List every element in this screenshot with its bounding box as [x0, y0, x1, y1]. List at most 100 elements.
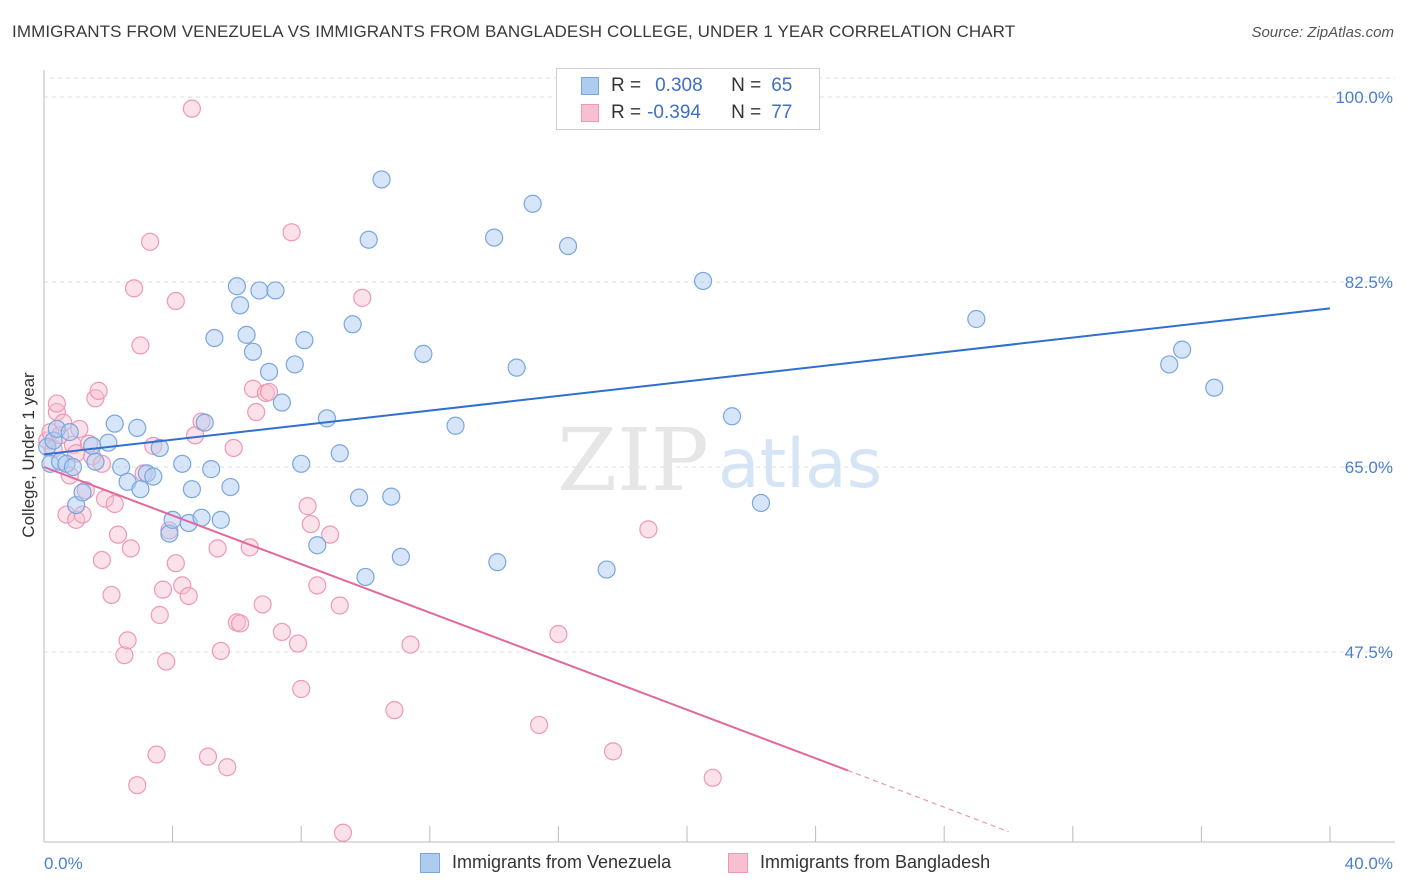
venezuela-point: [63, 457, 83, 477]
x-tick-label: 0.0%: [44, 854, 83, 873]
venezuela-point: [272, 393, 292, 412]
bangladesh-point: [330, 596, 349, 615]
legend-label-bangladesh: Immigrants from Bangladesh: [760, 852, 991, 872]
bangladesh-point: [108, 525, 128, 544]
legend-item-venezuela[interactable]: Immigrants from Venezuela: [420, 852, 671, 873]
venezuela-point: [722, 407, 742, 426]
bangladesh-point: [218, 758, 237, 777]
bangladesh-point: [703, 768, 722, 787]
venezuela-point: [382, 487, 401, 506]
bangladesh-point: [298, 497, 317, 516]
bangladesh-point: [105, 494, 124, 514]
correlation-legend: R = 0.308 N = 65 R = -0.394 N = 77: [556, 68, 820, 130]
bangladesh-point: [353, 288, 372, 307]
legend-item-bangladesh[interactable]: Immigrants from Bangladesh: [728, 852, 990, 873]
legend-label-venezuela: Immigrants from Venezuela: [452, 852, 672, 872]
venezuela-point: [144, 467, 163, 486]
bangladesh-point: [224, 438, 243, 458]
venezuela-point: [967, 309, 986, 329]
venezuela-point: [292, 454, 311, 473]
bangladesh-point: [272, 622, 292, 642]
bangladesh-point: [47, 394, 66, 413]
bangladesh-point: [211, 641, 230, 661]
bangladesh-point: [259, 382, 279, 402]
venezuela-trend-line: [43, 307, 1331, 456]
bangladesh-point: [153, 580, 173, 599]
venezuela-point: [597, 560, 616, 579]
y-tick-label: 82.5%: [1345, 273, 1393, 292]
venezuela-point: [485, 228, 504, 247]
venezuela-swatch: [581, 77, 599, 95]
venezuela-point: [243, 342, 263, 361]
venezuela-point: [507, 358, 526, 377]
legend-r-value: -0.394: [647, 102, 701, 123]
bangladesh-point: [231, 614, 250, 633]
venezuela-point: [317, 409, 337, 428]
venezuela-point: [131, 480, 150, 499]
bangladesh-point: [89, 381, 108, 400]
grid-lines: [44, 77, 1395, 653]
venezuela-point: [227, 277, 246, 296]
y-tick-labels: 47.5% 65.0% 82.5% 100.0%: [1335, 88, 1393, 662]
bangladesh-point: [321, 525, 340, 544]
bangladesh-trend-line: [43, 466, 849, 772]
venezuela-point: [751, 493, 771, 513]
bangladesh-point: [208, 539, 227, 558]
bangladesh-point: [288, 634, 308, 653]
venezuela-point: [105, 414, 124, 433]
bangladesh-point: [603, 742, 623, 761]
bangladesh-point: [549, 624, 568, 644]
legend-r-value: 0.308: [655, 75, 703, 96]
venezuela-point: [558, 236, 578, 256]
venezuela-point: [488, 553, 507, 572]
venezuela-point: [250, 281, 269, 300]
y-tick-label: 47.5%: [1345, 643, 1393, 662]
legend-n-value: 77: [771, 102, 793, 123]
venezuela-point: [391, 547, 410, 566]
chart-title: IMMIGRANTS FROM VENEZUELA VS IMMIGRANTS …: [12, 22, 1016, 41]
venezuela-point: [221, 477, 240, 497]
bangladesh-point: [198, 747, 218, 766]
bangladesh-point: [166, 291, 185, 311]
venezuela-point: [182, 480, 201, 499]
series-legend: Immigrants from Venezuela Immigrants fro…: [0, 852, 1406, 878]
bangladesh-point: [124, 279, 144, 298]
bangladesh-point: [253, 595, 272, 614]
bangladesh-points: [38, 99, 722, 842]
bangladesh-point: [179, 586, 198, 606]
venezuela-point: [356, 567, 375, 587]
bangladesh-point: [333, 823, 353, 842]
bangladesh-point: [92, 550, 111, 570]
source-label: Source: ZipAtlas.com: [1251, 24, 1394, 41]
bangladesh-swatch: [728, 852, 748, 873]
venezuela-point: [231, 296, 250, 315]
legend-r-label: R =: [611, 102, 642, 123]
watermark-atlas: atlas: [718, 425, 882, 504]
venezuela-point: [285, 355, 304, 374]
bangladesh-point: [150, 605, 169, 625]
legend-n-value: 65: [771, 75, 793, 96]
bangladesh-trend-extension: [847, 769, 1009, 833]
venezuela-point: [150, 438, 169, 458]
venezuela-point: [523, 194, 542, 213]
venezuela-point: [693, 271, 713, 291]
venezuela-point: [259, 362, 279, 381]
watermark-zip: ZIP: [557, 411, 709, 511]
legend-n-label: N =: [731, 75, 762, 96]
venezuela-point: [446, 416, 465, 435]
bangladesh-point: [247, 402, 266, 422]
legend-r-label: R =: [611, 75, 642, 96]
bangladesh-point: [118, 631, 137, 650]
venezuela-points: [38, 170, 1224, 587]
legend-row-bangladesh: R = -0.394 N = 77: [581, 101, 792, 125]
venezuela-point: [330, 444, 349, 463]
x-tick-labels: 0.0% 40.0%: [44, 854, 1393, 873]
trend-lines: [43, 307, 1331, 833]
axes: [43, 70, 1395, 843]
venezuela-point: [359, 230, 378, 249]
venezuela-point: [205, 328, 224, 348]
venezuela-point: [295, 331, 314, 350]
y-axis-label: College, Under 1 year: [19, 372, 38, 538]
x-tick-label: 40.0%: [1345, 854, 1393, 873]
